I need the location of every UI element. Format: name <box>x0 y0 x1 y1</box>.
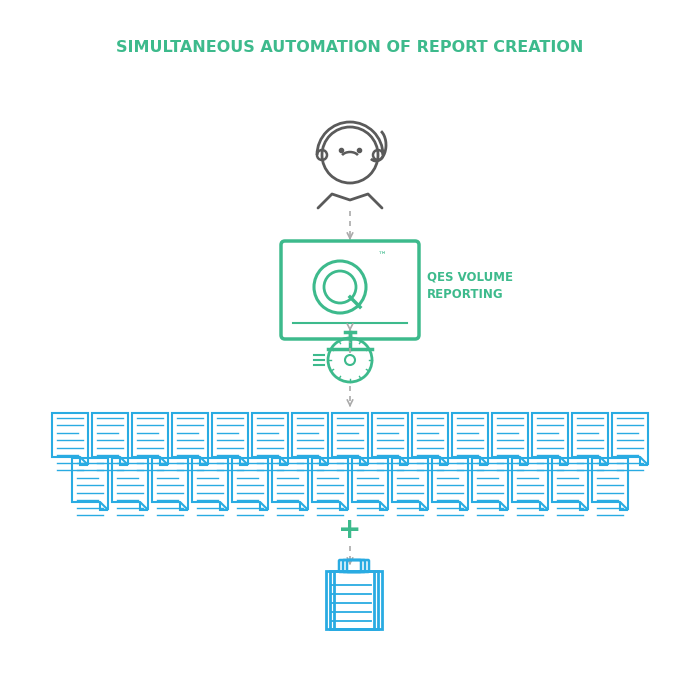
Text: QES VOLUME
REPORTING: QES VOLUME REPORTING <box>427 270 513 302</box>
Text: +: + <box>338 516 362 544</box>
Text: ™: ™ <box>378 251 387 260</box>
Text: SIMULTANEOUS AUTOMATION OF REPORT CREATION: SIMULTANEOUS AUTOMATION OF REPORT CREATI… <box>116 41 584 55</box>
